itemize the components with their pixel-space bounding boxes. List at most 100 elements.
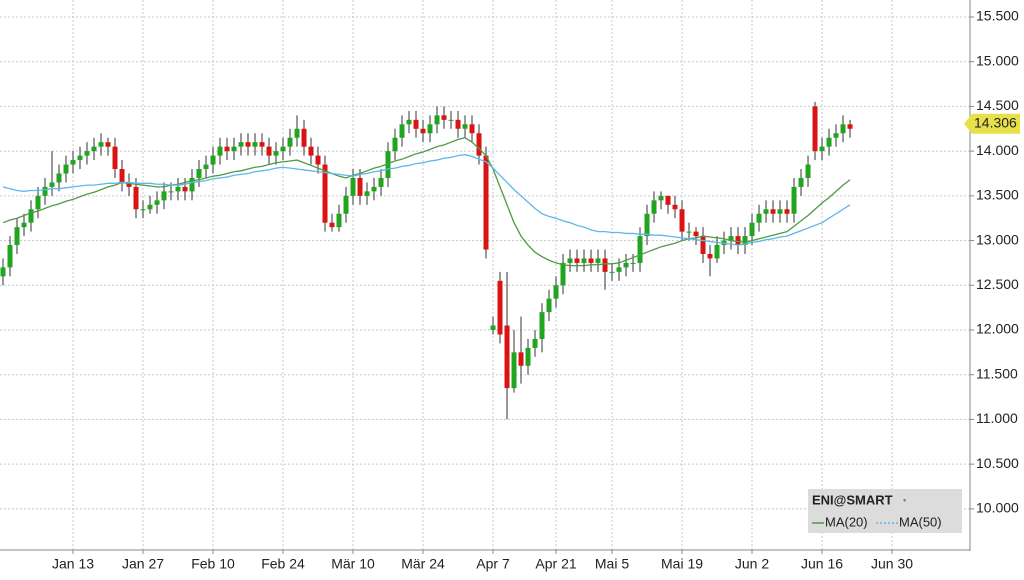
candle-body xyxy=(819,146,825,152)
grid xyxy=(0,0,970,550)
price-marker xyxy=(964,113,1020,134)
candle-body xyxy=(301,128,307,147)
x-tick-label: Jun 30 xyxy=(871,556,913,572)
candle-body xyxy=(350,177,356,196)
candle-body xyxy=(434,115,440,125)
candle-body xyxy=(798,177,804,187)
candle-body xyxy=(378,177,384,187)
candle-body xyxy=(70,160,76,165)
candle-body xyxy=(196,169,202,178)
x-tick-label: Mär 24 xyxy=(401,556,445,572)
candle-body xyxy=(616,267,622,272)
x-tick-label: Jun 16 xyxy=(801,556,843,572)
candle-body xyxy=(224,146,230,152)
candle-body xyxy=(280,146,286,152)
x-tick-label: Mai 19 xyxy=(661,556,703,572)
candle-body xyxy=(119,169,125,183)
candle-body xyxy=(644,213,650,237)
candle-body xyxy=(126,182,132,187)
y-tick-label: 10.000 xyxy=(976,500,1019,516)
candle-body xyxy=(623,262,629,268)
candle-body xyxy=(497,280,503,335)
candle-body xyxy=(7,245,13,268)
moving-average-line xyxy=(2,137,851,267)
x-tick-label: Jan 27 xyxy=(122,556,164,572)
candle-body xyxy=(392,137,398,152)
candle-body xyxy=(133,186,139,210)
candle-body xyxy=(658,195,664,201)
candle-body xyxy=(840,124,846,134)
candle-body xyxy=(259,142,265,147)
candle-body xyxy=(637,236,643,263)
x-tick-label: Feb 24 xyxy=(261,556,305,572)
candle-body xyxy=(672,204,678,210)
y-tick-label: 12.000 xyxy=(976,321,1019,337)
candle-body xyxy=(217,146,223,156)
x-tick-label: Apr 21 xyxy=(535,556,576,572)
candle-body xyxy=(455,119,461,129)
y-tick-label: 14.000 xyxy=(976,142,1019,158)
candle-body xyxy=(511,352,517,389)
candle-body xyxy=(84,151,90,156)
candle-body xyxy=(273,151,279,156)
candle-body xyxy=(189,177,195,192)
candle-body xyxy=(588,258,594,263)
candle-body xyxy=(749,222,755,237)
candle-body xyxy=(315,155,321,165)
candle-body xyxy=(175,186,181,192)
candle-body xyxy=(469,124,475,134)
candle-body xyxy=(595,258,601,263)
candle-body xyxy=(231,146,237,152)
candle-body xyxy=(63,164,69,174)
y-tick-label: 11.500 xyxy=(976,365,1018,381)
y-tick-label: 13.000 xyxy=(976,231,1019,247)
candle-body xyxy=(210,155,216,165)
y-tick-label: 13.500 xyxy=(976,187,1019,203)
candle-body xyxy=(371,186,377,192)
candle-body xyxy=(805,164,811,178)
candle-body xyxy=(707,253,713,259)
candle-body xyxy=(399,124,405,138)
candle-body xyxy=(28,209,34,223)
candle-body xyxy=(77,155,83,161)
candle-body xyxy=(98,142,104,147)
candle-body xyxy=(574,258,580,263)
candle-body xyxy=(756,213,762,223)
candle-body xyxy=(532,338,538,348)
candle-body xyxy=(539,312,545,339)
candle-body xyxy=(714,245,720,259)
x-tick-label: Apr 7 xyxy=(476,556,510,572)
candle-body xyxy=(357,177,363,196)
candle-body xyxy=(105,142,111,147)
candle-body xyxy=(14,227,20,246)
candle-body xyxy=(0,267,6,277)
candle-body xyxy=(483,155,489,250)
candle-body xyxy=(791,186,797,214)
candle-body xyxy=(343,195,349,214)
y-tick-label: 14.500 xyxy=(976,97,1019,113)
axis-labels: 10.000 10.500 11.000 11.500 12.000 12.500 13.0… xyxy=(52,8,1020,572)
legend-box xyxy=(808,489,962,533)
candle-body xyxy=(812,106,818,152)
candle-body xyxy=(287,137,293,147)
candle-body xyxy=(651,200,657,214)
candle-body xyxy=(448,119,454,121)
candle-body xyxy=(112,146,118,170)
candle-body xyxy=(91,146,97,152)
candle-body xyxy=(308,146,314,156)
candle-body xyxy=(525,347,531,366)
candle-body xyxy=(665,195,671,205)
candle-body xyxy=(56,173,62,183)
legend-title: ENI@SMART xyxy=(812,492,893,507)
candle-body xyxy=(364,191,370,196)
candle-body xyxy=(686,231,692,233)
candle-body xyxy=(490,325,496,330)
candle-body xyxy=(245,142,251,147)
candle-body xyxy=(441,115,447,120)
candle-body xyxy=(154,200,160,205)
y-tick-label: 10.500 xyxy=(976,455,1019,471)
candle-body xyxy=(518,352,524,366)
candle-body xyxy=(784,209,790,214)
candle-body xyxy=(420,128,426,134)
candle-body xyxy=(294,128,300,138)
